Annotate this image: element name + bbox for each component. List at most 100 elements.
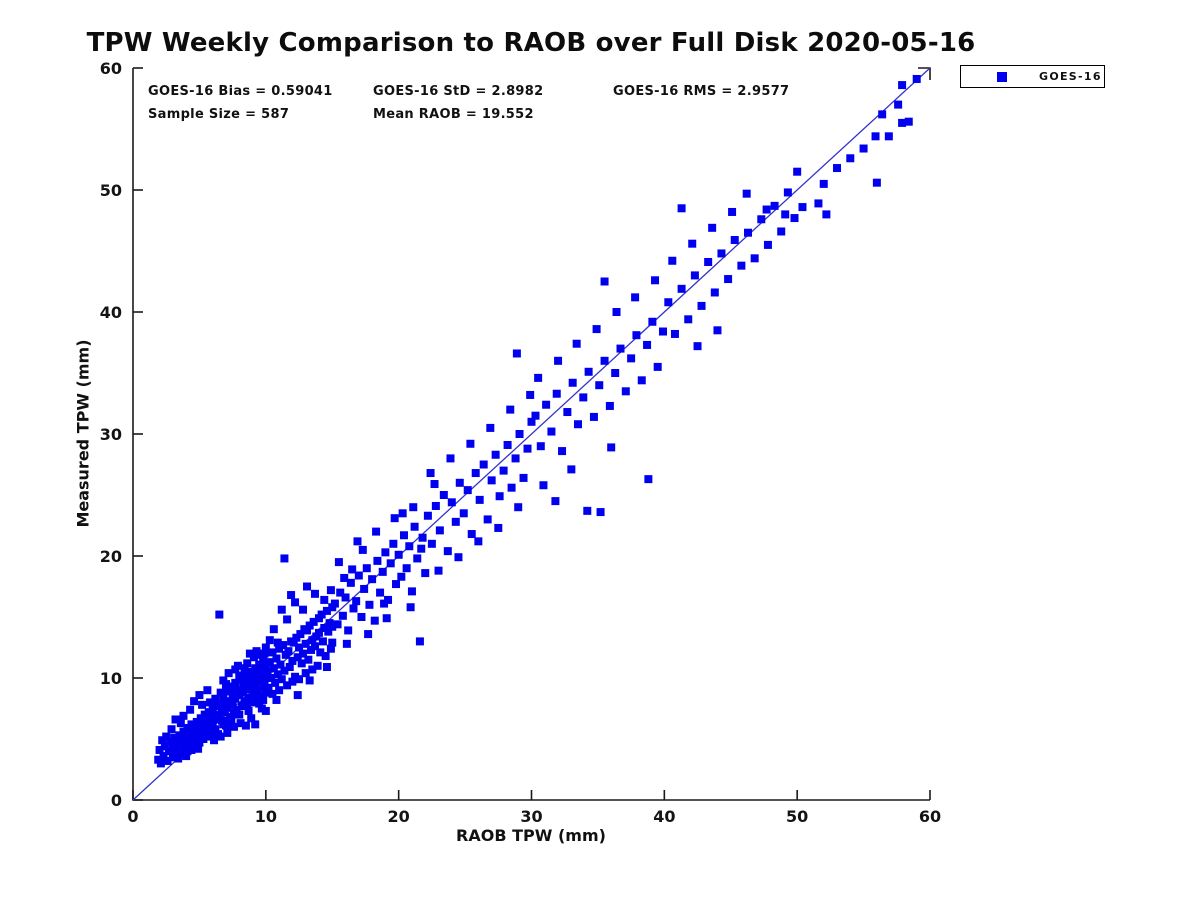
y-tick-label: 50 xyxy=(100,181,122,200)
scatter-point xyxy=(730,236,739,245)
scatter-point xyxy=(514,503,523,512)
scatter-point xyxy=(567,465,576,474)
scatter-point xyxy=(717,249,726,258)
x-tick-label: 0 xyxy=(127,807,138,826)
scatter-point xyxy=(310,589,319,598)
scatter-point xyxy=(833,164,842,173)
scatter-point xyxy=(770,201,779,210)
scatter-point xyxy=(174,754,183,763)
scatter-point xyxy=(632,331,641,340)
scatter-point xyxy=(252,675,261,684)
scatter-point xyxy=(592,325,601,334)
scatter-point xyxy=(227,715,236,724)
scatter-point xyxy=(288,677,297,686)
scatter-point xyxy=(277,675,286,684)
scatter-point xyxy=(531,411,540,420)
scatter-point xyxy=(407,587,416,596)
scatter-point xyxy=(303,626,312,635)
scatter-point xyxy=(677,204,686,213)
scatter-point xyxy=(704,257,713,266)
scatter-point xyxy=(390,514,399,523)
scatter-point xyxy=(155,745,164,754)
scatter-point xyxy=(160,742,169,751)
scatter-point xyxy=(176,719,185,728)
scatter-point xyxy=(158,736,167,745)
scatter-point xyxy=(568,378,577,387)
scatter-point xyxy=(156,759,165,768)
scatter-point xyxy=(439,491,448,499)
scatter-point xyxy=(382,614,391,623)
scatter-point xyxy=(583,506,592,515)
scatter-point xyxy=(352,597,361,606)
scatter-point xyxy=(512,349,521,358)
scatter-point xyxy=(228,700,237,709)
scatter-point xyxy=(334,558,343,567)
scatter-point xyxy=(187,720,196,729)
scatter-point xyxy=(631,293,640,302)
scatter-point xyxy=(287,591,296,600)
scatter-point xyxy=(190,697,199,706)
scatter-point xyxy=(527,417,536,426)
scatter-point xyxy=(259,656,268,665)
scatter-point xyxy=(534,373,543,382)
scatter-point xyxy=(558,447,567,456)
scatter-point xyxy=(336,588,345,597)
scatter-point xyxy=(479,460,488,469)
scatter-point xyxy=(542,400,551,409)
scatter-point xyxy=(573,420,582,429)
scatter-point xyxy=(898,81,907,90)
scatter-point xyxy=(399,531,408,540)
scatter-point xyxy=(579,393,588,402)
scatter-point xyxy=(176,737,185,746)
scatter-point xyxy=(260,672,269,681)
scatter-point xyxy=(326,644,335,653)
x-tick-label: 60 xyxy=(919,807,941,826)
scatter-point xyxy=(616,344,625,353)
scatter-point xyxy=(219,720,228,729)
chart-title: TPW Weekly Comparison to RAOB over Full … xyxy=(86,28,976,58)
scatter-point xyxy=(643,340,652,349)
scatter-point xyxy=(491,450,500,459)
scatter-point xyxy=(328,638,337,647)
scatter-point xyxy=(279,641,288,650)
scatter-point xyxy=(318,637,327,646)
scatter-point xyxy=(750,254,759,263)
scatter-point xyxy=(239,688,248,697)
scatter-point xyxy=(261,706,270,715)
scatter-point xyxy=(338,611,347,620)
scatter-point xyxy=(309,617,318,626)
scatter-point xyxy=(378,567,387,576)
scatter-point xyxy=(247,714,256,723)
scatter-point xyxy=(713,326,722,335)
scatter-point xyxy=(349,604,358,613)
scatter-point xyxy=(563,408,572,417)
scatter-point xyxy=(235,710,244,719)
scatter-point xyxy=(621,387,630,396)
scatter-point xyxy=(757,215,766,224)
scatter-point xyxy=(435,526,444,535)
scatter-point xyxy=(301,669,310,678)
scatter-point xyxy=(402,564,411,573)
scatter-point xyxy=(272,695,281,704)
scatter-point xyxy=(362,564,371,573)
scatter-point xyxy=(341,593,350,602)
scatter-point xyxy=(551,497,560,506)
scatter-point xyxy=(322,663,331,672)
scatter-point xyxy=(410,522,419,531)
scatter-point xyxy=(708,223,717,232)
scatter-point xyxy=(265,636,274,645)
scatter-point xyxy=(283,681,292,690)
scatter-point xyxy=(515,430,524,438)
scatter-point xyxy=(208,720,217,729)
x-axis-label: RAOB TPW (mm) xyxy=(456,826,606,845)
scatter-point xyxy=(431,501,440,510)
scatter-point xyxy=(360,584,369,593)
scatter-point xyxy=(475,495,484,504)
scatter-point xyxy=(232,688,241,697)
scatter-point xyxy=(297,659,306,668)
scatter-point xyxy=(231,665,240,674)
scatter-point xyxy=(344,626,353,635)
scatter-point xyxy=(243,699,252,708)
scatter-point xyxy=(392,580,401,589)
